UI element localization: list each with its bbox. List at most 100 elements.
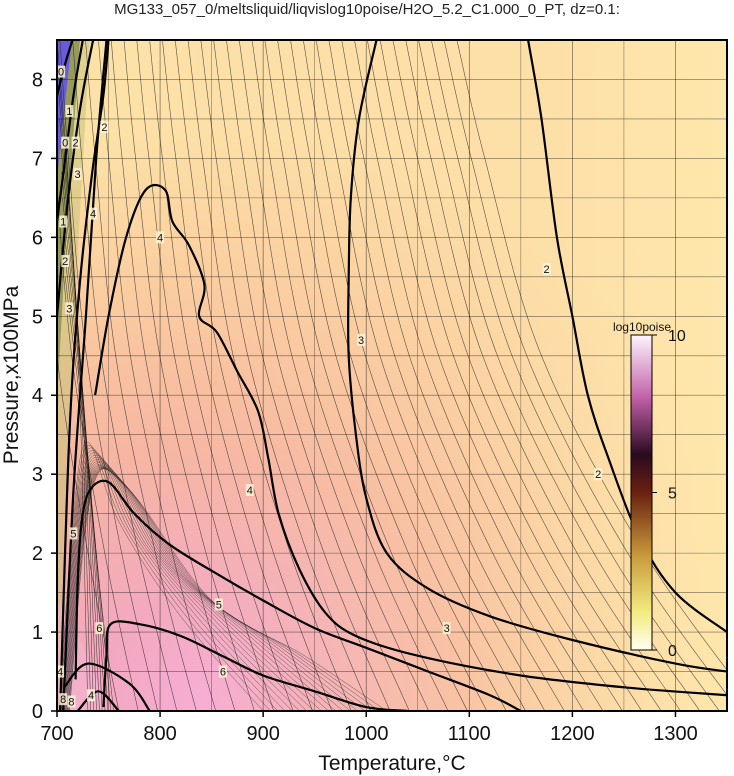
y-axis-label: Pressure,x100MPa [0,285,23,464]
x-tick-label: 1000 [344,723,389,745]
svg-text:2: 2 [72,138,78,150]
svg-text:3: 3 [66,303,72,315]
colorbar-ticks: 0 5 10 [652,328,686,660]
svg-text:4: 4 [57,667,63,679]
colorbar-tick-label: 5 [668,486,677,503]
svg-text:3: 3 [75,169,81,181]
x-tick-label: 700 [40,723,73,745]
minor-contour [62,457,307,711]
svg-text:2: 2 [595,469,601,481]
minor-contour [315,40,546,711]
contour-label: 2 [594,468,603,481]
contour-label: 5 [69,527,78,540]
contour-labels: 0 0 1 2 3 1 2 3 4 2 4 4 5 5 6 6 4 8 8 4 3 3 2 2 [56,65,603,709]
heatmap-background [57,40,727,711]
major-contour-2 [57,40,95,317]
svg-text:2: 2 [101,122,107,134]
minor-contour [67,467,366,711]
svg-text:5: 5 [70,528,76,540]
y-tick-label: 3 [32,464,43,486]
minor-contour [264,40,468,711]
colorbar-label: log10poise [613,320,671,334]
minor-contour [63,224,109,711]
minor-contour [64,462,329,711]
minor-contour [251,40,449,711]
svg-text:0: 0 [58,67,64,79]
contour-label: 8 [67,695,76,709]
colorbar-tick-label: 10 [668,328,686,345]
plot-frame [56,39,728,712]
contour-label: 6 [218,665,227,679]
colorbar-gradient [630,334,653,651]
contour-label: 0 [61,136,70,150]
minor-contour [200,40,371,711]
svg-text:6: 6 [96,623,102,635]
y-tick-label: 6 [32,227,43,249]
contour-label: 5 [214,598,223,611]
y-axis: 0 1 2 3 4 5 6 7 8 [32,69,57,723]
svg-text:3: 3 [444,623,450,635]
major-contour-4 [59,40,110,711]
chart-title: MG133_057_0/meltsliquid/liqvislog10poise… [114,1,620,18]
y-tick-label: 8 [32,69,43,91]
minor-contour [63,458,315,711]
x-tick-label: 1200 [550,723,595,745]
contour-label: 4 [87,689,96,702]
minor-contour [238,40,429,711]
contour-label: 4 [245,483,254,497]
svg-text:4: 4 [157,232,163,244]
minor-contour [69,468,387,711]
svg-text:8: 8 [60,694,66,706]
contour-label: 1 [65,105,74,118]
minor-contour [63,460,322,711]
contour-label: 3 [357,333,366,347]
contour-label: 4 [56,665,65,679]
major-contour-4 [94,183,727,697]
svg-text:1: 1 [66,106,72,118]
y-tick-label: 2 [32,543,43,565]
svg-text:4: 4 [90,209,96,221]
x-tick-label: 1100 [448,723,491,745]
minor-contour [187,40,352,711]
colorbar: log10poise 0 5 10 [613,320,686,660]
y-tick-label: 1 [32,622,43,644]
x-axis: 700 800 900 1000 1100 1200 1300 [40,711,698,745]
svg-text:5: 5 [216,599,222,611]
x-axis-label: Temperature,°C [318,752,465,775]
major-contour-6 [102,620,408,711]
minor-contour [354,40,604,711]
minor-contour [392,40,662,711]
x-tick-label: 1300 [653,723,698,745]
svg-text:8: 8 [68,697,74,709]
major-contour-0 [57,40,74,96]
svg-text:2: 2 [544,264,550,276]
minor-contour [226,40,410,711]
y-tick-label: 5 [32,306,43,328]
contour-label: 6 [95,622,104,635]
y-tick-label: 0 [32,701,43,723]
minor-contour [68,468,380,711]
minor-contour [64,463,337,711]
y-tick-label: 7 [32,148,43,170]
contour-label: 1 [59,215,68,229]
y-tick-label: 4 [32,385,43,407]
minor-contour [379,40,642,711]
svg-text:4: 4 [88,690,94,702]
colorbar-tick-label: 0 [668,643,677,660]
minor-contour [328,40,565,711]
svg-text:6: 6 [220,667,226,679]
svg-text:3: 3 [358,335,364,347]
minor-contour [341,40,584,711]
x-tick-label: 900 [246,723,279,745]
minor-contour [213,40,391,711]
minor-contour [64,250,112,711]
svg-text:4: 4 [247,485,253,497]
contour-label: 2 [542,262,551,276]
contour-label: 3 [442,622,451,635]
contour-label: 4 [156,231,165,244]
contour-label: 8 [59,693,68,706]
minor-contour [67,468,373,711]
svg-text:2: 2 [62,256,68,268]
minor-contour [61,454,300,711]
